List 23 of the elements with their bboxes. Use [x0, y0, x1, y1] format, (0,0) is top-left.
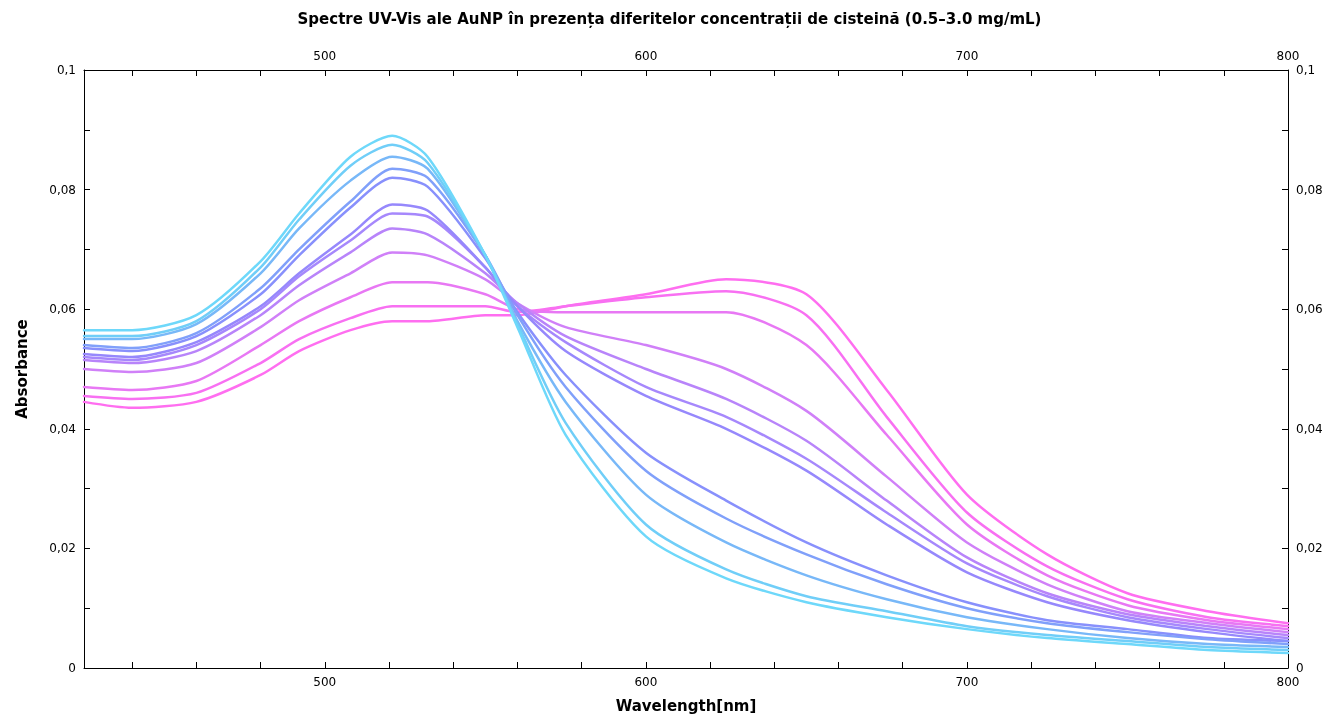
x2-tick-label: 500	[313, 49, 337, 63]
y-tick-label: 0,06	[49, 302, 76, 317]
y2-tick-label: 0,08	[1296, 182, 1323, 197]
x2-tick-label: 700	[955, 49, 979, 63]
x-tick-label: 600	[634, 675, 658, 689]
chart-title: Spectre UV-Vis ale AuNP în prezența diferitelor concentrații de cisteină (0.5–3.0 mg/mL)	[297, 9, 1042, 28]
x2-tick-label: 800	[1276, 49, 1300, 63]
y2-tick-label: 0,1	[1296, 63, 1316, 77]
y2-tick-label: 0,06	[1296, 302, 1323, 317]
x2-tick-label: 600	[634, 49, 658, 63]
x-tick-label: 800	[1276, 675, 1300, 689]
y2-tick-label: 0,04	[1296, 421, 1323, 436]
y-tick-label: 0,1	[56, 63, 76, 77]
y-tick-label: 0	[68, 661, 76, 675]
y-axis-title: Absorbance	[12, 319, 31, 419]
y-tick-label: 0,02	[49, 541, 76, 556]
y-tick-label: 0,04	[49, 421, 76, 436]
x-tick-label: 500	[313, 675, 337, 689]
x-axis-title: Wavelength[nm]	[615, 696, 757, 715]
y-tick-label: 0,08	[49, 182, 76, 197]
y2-tick-label: 0,02	[1296, 541, 1323, 556]
x-tick-label: 700	[955, 675, 979, 689]
y2-tick-label: 0	[1296, 661, 1304, 675]
